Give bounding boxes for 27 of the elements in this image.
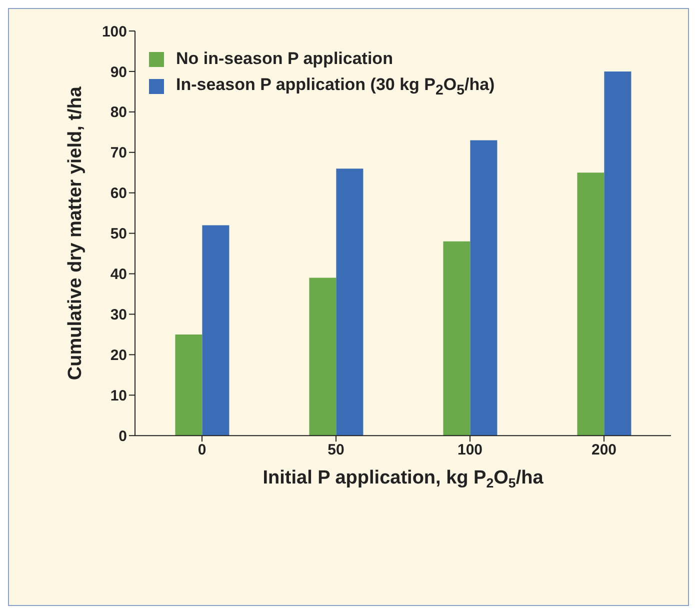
y-tick-label: 0 bbox=[118, 428, 127, 445]
y-tick-label: 50 bbox=[110, 226, 127, 243]
bar bbox=[604, 71, 632, 436]
bar bbox=[175, 334, 202, 436]
y-tick-label: 90 bbox=[110, 64, 127, 81]
x-tick-label: 100 bbox=[457, 441, 483, 458]
bar bbox=[202, 225, 230, 436]
x-axis-title: Initial P application, kg P$_{2}$O$_{5}$/ha bbox=[262, 468, 544, 490]
y-axis-title: Cumulative dry matter yield, t/ha bbox=[65, 86, 86, 380]
y-tick-label: 60 bbox=[110, 185, 127, 202]
legend-label: No in-season P application bbox=[176, 49, 393, 69]
y-tick-label: 10 bbox=[110, 387, 127, 404]
y-tick-label: 20 bbox=[110, 347, 127, 364]
bar bbox=[443, 241, 470, 436]
x-tick-label: 0 bbox=[198, 441, 206, 458]
y-tick-label: 40 bbox=[110, 266, 127, 284]
y-tick-label: 100 bbox=[102, 23, 127, 40]
bar bbox=[309, 278, 336, 436]
bar bbox=[336, 168, 364, 436]
x-tick-label: 50 bbox=[328, 441, 344, 458]
legend-label: In-season P application (30 kg P$_{2}$O$_{5}$/ha) bbox=[176, 75, 495, 98]
y-tick-label: 80 bbox=[110, 104, 127, 122]
bar bbox=[470, 140, 498, 436]
y-tick-label: 30 bbox=[110, 306, 127, 324]
bar bbox=[577, 172, 604, 436]
y-tick-label: 70 bbox=[110, 144, 127, 162]
x-tick-label: 200 bbox=[591, 441, 617, 458]
